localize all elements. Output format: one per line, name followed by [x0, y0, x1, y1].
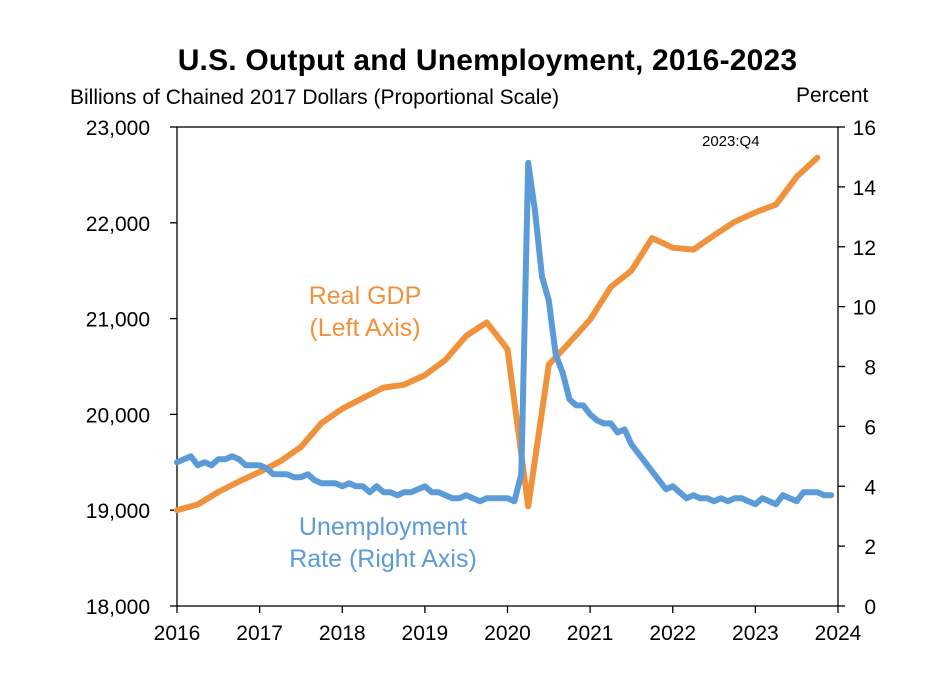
unemployment-line	[174, 159, 835, 508]
right-axis-unit-label: Percent	[796, 84, 869, 107]
x-tick-label: 2017	[236, 622, 283, 645]
series-layer	[174, 154, 835, 514]
left-y-tick-label: 23,000	[86, 117, 150, 140]
x-tick-label: 2018	[319, 622, 366, 645]
x-axis: 2016 2017 2018 2019 2020 2021 2022 2023 2024	[154, 606, 862, 645]
gdp-series-label: Real GDP (Left Axis)	[309, 282, 422, 342]
x-tick-label: 2016	[154, 622, 201, 645]
right-y-tick-label: 2	[864, 536, 876, 559]
right-y-tick-label: 0	[864, 596, 876, 619]
right-y-tick-label: 10	[853, 297, 876, 320]
right-y-tick-label: 6	[864, 416, 876, 439]
x-tick-label: 2021	[567, 622, 614, 645]
left-y-tick-label: 22,000	[86, 213, 150, 236]
left-y-tick-label: 21,000	[86, 309, 150, 332]
right-y-axis: 0 2 4 6 8 10 12 14 16	[838, 117, 876, 619]
end-period-annotation: 2023:Q4	[702, 133, 760, 150]
left-y-tick-label: 18,000	[86, 596, 150, 619]
x-tick-label: 2020	[484, 622, 531, 645]
x-tick-label: 2024	[815, 622, 862, 645]
x-tick-label: 2019	[402, 622, 449, 645]
chart-title: U.S. Output and Unemployment, 2016-2023	[177, 44, 798, 77]
label-layer: Real GDP (Left Axis) Unemployment Rate (Rig…	[289, 133, 759, 573]
left-y-axis: 18,000 19,000 20,000 21,000 22,000 23,000	[86, 117, 177, 619]
left-y-tick-label: 19,000	[86, 500, 150, 523]
x-tick-label: 2022	[649, 622, 696, 645]
left-axis-unit-label: Billions of Chained 2017 Dollars (Propor…	[70, 86, 560, 109]
right-y-tick-label: 8	[864, 357, 876, 380]
x-tick-label: 2023	[732, 622, 779, 645]
unemployment-series-label: Unemployment Rate (Right Axis)	[289, 513, 477, 573]
right-y-tick-label: 4	[864, 476, 876, 499]
left-y-tick-label: 20,000	[86, 404, 150, 427]
right-y-tick-label: 16	[853, 117, 876, 140]
gdp-line	[174, 154, 821, 514]
right-y-tick-label: 14	[853, 177, 877, 200]
right-y-tick-label: 12	[853, 237, 876, 260]
